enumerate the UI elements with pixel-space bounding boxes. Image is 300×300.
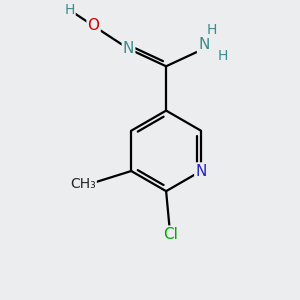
Text: H: H — [217, 49, 228, 62]
Text: O: O — [88, 19, 100, 34]
Text: H: H — [64, 3, 75, 17]
Text: H: H — [207, 23, 217, 37]
Text: CH₃: CH₃ — [70, 178, 96, 191]
Text: N: N — [123, 41, 134, 56]
Text: N: N — [195, 164, 207, 178]
Text: N: N — [198, 37, 209, 52]
Text: Cl: Cl — [163, 226, 178, 242]
